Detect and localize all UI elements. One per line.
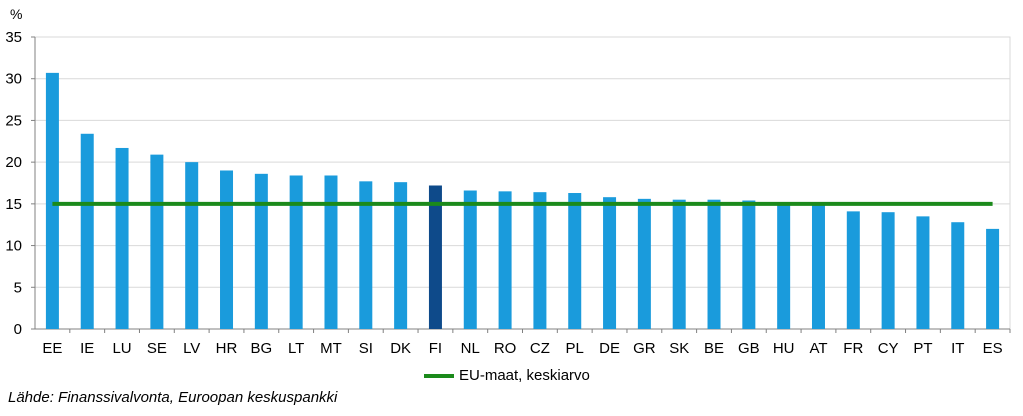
x-tick-label-fi: FI [429,340,442,357]
legend: EU-maat, keskiarvo [424,367,590,384]
y-tick-label: 15 [5,196,22,213]
bar-lt [289,175,303,329]
bar-bg [254,173,268,329]
x-tick-label-sk: SK [669,340,689,357]
y-tick-label: 10 [5,238,22,255]
bar-se [150,154,164,329]
x-tick-label-nl: NL [461,340,480,357]
bar-de [603,197,617,329]
x-tick-label-lu: LU [112,340,131,357]
bar-gr [637,198,651,329]
x-tick-label-de: DE [599,340,620,357]
x-tick-label-es: ES [983,340,1003,357]
bar-pl [568,193,582,329]
bar-fr [846,211,860,329]
x-tick-label-lt: LT [288,340,304,357]
y-tick-label: 5 [14,279,22,296]
bar-ee [45,72,59,330]
x-tick-label-ie: IE [80,340,94,357]
bar-gb [742,200,756,329]
x-tick-label-pl: PL [566,340,584,357]
x-tick-label-pt: PT [913,340,932,357]
y-tick-label: 20 [5,154,22,171]
bar-ie [80,133,94,329]
bar-si [359,181,373,329]
source-note: Lähde: Finanssivalvonta, Euroopan keskus… [8,389,338,406]
bar-mt [324,175,338,329]
x-tick-label-it: IT [951,340,964,357]
x-tick-label-gb: GB [738,340,760,357]
bar-fi [428,185,442,329]
y-tick-label: 25 [5,112,22,129]
x-tick-label-ee: EE [42,340,62,357]
plot-frame [34,36,1011,330]
bar-cy [881,212,895,329]
x-tick-label-be: BE [704,340,724,357]
x-tick-label-ro: RO [494,340,517,357]
bar-hr [220,170,234,329]
x-tick-label-hu: HU [773,340,795,357]
bar-ro [498,191,512,329]
y-tick-label: 35 [5,29,22,46]
bar-it [951,222,965,329]
bar-be [707,199,721,329]
bar-lu [115,147,129,329]
x-tick-label-at: AT [809,340,827,357]
y-unit-label: % [10,6,22,22]
bar-at [811,203,825,329]
bar-pt [916,216,930,329]
legend-swatch-average [424,373,454,378]
x-tick-label-bg: BG [250,340,272,357]
y-tick-label: 0 [14,321,22,338]
bar-cz [533,192,547,329]
y-tick-label: 30 [5,71,22,88]
x-tick-label-si: SI [359,340,373,357]
x-tick-label-dk: DK [390,340,411,357]
bar-nl [463,190,477,329]
bar-chart: 0 5 10 15 20 25 30 35% EE IE LU SE LV HR BG LT MT SI DK FI N… [5,6,1011,357]
bar-es [986,228,1000,329]
x-tick-label-mt: MT [320,340,342,357]
x-tick-label-fr: FR [843,340,863,357]
bar-dk [394,182,408,329]
x-tick-label-hr: HR [216,340,238,357]
bar-hu [777,203,791,329]
x-tick-label-gr: GR [633,340,656,357]
x-tick-label-cz: CZ [530,340,550,357]
legend-label-average: EU-maat, keskiarvo [459,367,590,384]
x-tick-label-cy: CY [878,340,899,357]
x-tick-label-se: SE [147,340,167,357]
bar-lv [185,162,199,329]
x-tick-label-lv: LV [183,340,200,357]
bar-sk [672,199,686,329]
